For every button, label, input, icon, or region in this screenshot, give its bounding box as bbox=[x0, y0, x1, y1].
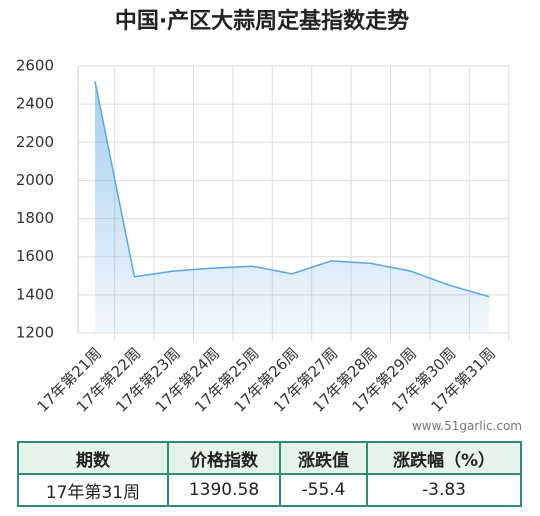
cell: -55.4 bbox=[279, 473, 368, 507]
table-row: 17年第31周 1390.58 -55.4 -3.83 bbox=[17, 473, 522, 507]
cell: 1390.58 bbox=[167, 473, 281, 507]
y-tick-label: 2600 bbox=[16, 57, 54, 75]
y-tick-label: 2400 bbox=[16, 95, 54, 113]
y-tick-label: 1200 bbox=[16, 324, 54, 342]
cell: -3.83 bbox=[366, 473, 522, 507]
chart-title: 中国·产区大蒜周定基指数走势 bbox=[115, 8, 409, 34]
header-cell: 期数 bbox=[17, 441, 169, 475]
y-tick-label: 1800 bbox=[16, 209, 54, 227]
table-header: 期数 价格指数 涨跌值 涨跌幅（%） bbox=[17, 441, 522, 475]
y-tick-label: 1600 bbox=[16, 247, 54, 265]
cell: 17年第31周 bbox=[17, 473, 169, 507]
summary-table: 期数 价格指数 涨跌值 涨跌幅（%） 17年第31周 1390.58 -55.4… bbox=[17, 441, 522, 507]
header-cell: 价格指数 bbox=[167, 441, 281, 475]
watermark: www.51garlic.com bbox=[412, 419, 522, 433]
y-tick-label: 2200 bbox=[16, 133, 54, 151]
header-cell: 涨跌值 bbox=[279, 441, 368, 475]
header-cell: 涨跌幅（%） bbox=[366, 441, 522, 475]
chart: 中国·产区大蒜周定基指数走势 www.51garlic.com 1200 1400… bbox=[16, 8, 522, 433]
line bbox=[94, 81, 490, 298]
y-tick-label: 2000 bbox=[16, 171, 54, 189]
y-tick-label: 1400 bbox=[16, 285, 54, 303]
